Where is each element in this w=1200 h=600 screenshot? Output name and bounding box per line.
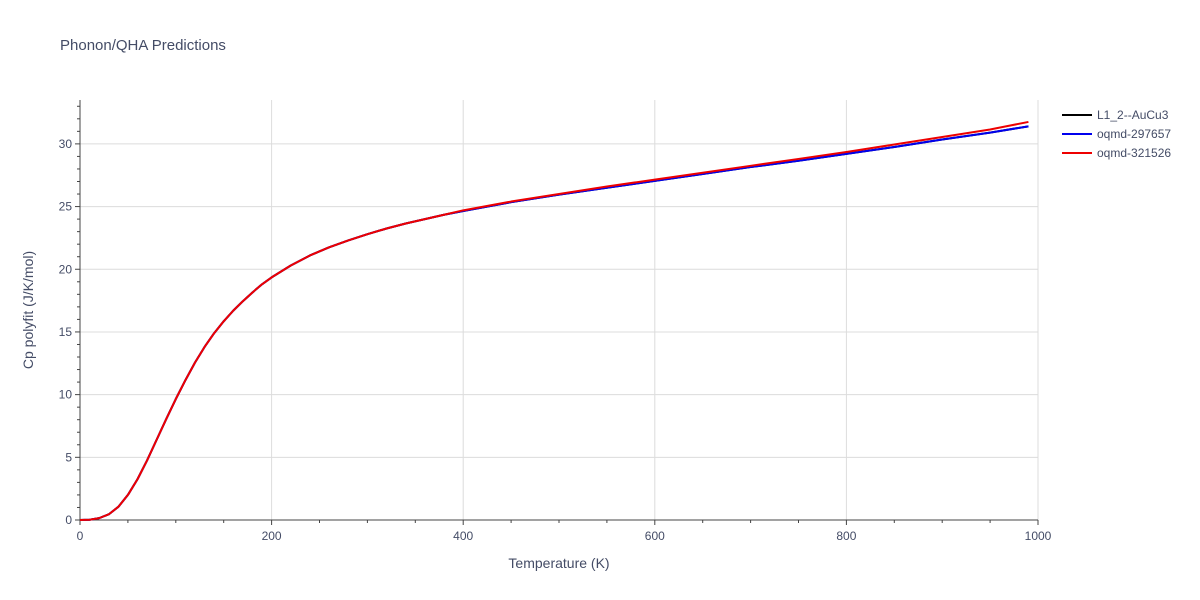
y-tick-label: 30	[59, 137, 73, 151]
legend-label: oqmd-297657	[1097, 127, 1171, 141]
x-axis-title: Temperature (K)	[508, 555, 609, 571]
x-tick-label: 800	[836, 529, 856, 543]
series-line-3	[79, 120, 1029, 521]
legend-item-2[interactable]: oqmd-297657	[1062, 127, 1171, 141]
x-tick-label: 600	[645, 529, 665, 543]
y-tick-label: 15	[59, 325, 73, 339]
x-tick-label: 0	[77, 529, 84, 543]
legend-item-1[interactable]: L1_2--AuCu3	[1062, 108, 1169, 122]
y-tick-label: 5	[65, 450, 72, 464]
x-tick-label: 200	[262, 529, 282, 543]
y-axis-ticks: 0 5 10 15 20 25 30	[59, 105, 80, 527]
gridlines	[80, 100, 1039, 520]
y-tick-label: 10	[59, 388, 73, 402]
x-tick-label: 1000	[1025, 529, 1052, 543]
chart-title: Phonon/QHA Predictions	[60, 37, 226, 54]
legend-label: oqmd-321526	[1097, 146, 1171, 160]
legend[interactable]: L1_2--AuCu3 oqmd-297657 oqmd-321526	[1062, 108, 1171, 160]
y-tick-label: 25	[59, 200, 73, 214]
plot-area	[79, 120, 1029, 521]
y-tick-label: 20	[59, 262, 73, 276]
x-tick-label: 400	[453, 529, 473, 543]
legend-item-3[interactable]: oqmd-321526	[1062, 146, 1171, 160]
legend-label: L1_2--AuCu3	[1097, 108, 1169, 122]
y-tick-label: 0	[65, 513, 72, 527]
x-axis-ticks: 0 200 400 600 800 1000	[77, 520, 1052, 543]
y-axis-title: Cp polyfit (J/K/mol)	[20, 251, 36, 369]
